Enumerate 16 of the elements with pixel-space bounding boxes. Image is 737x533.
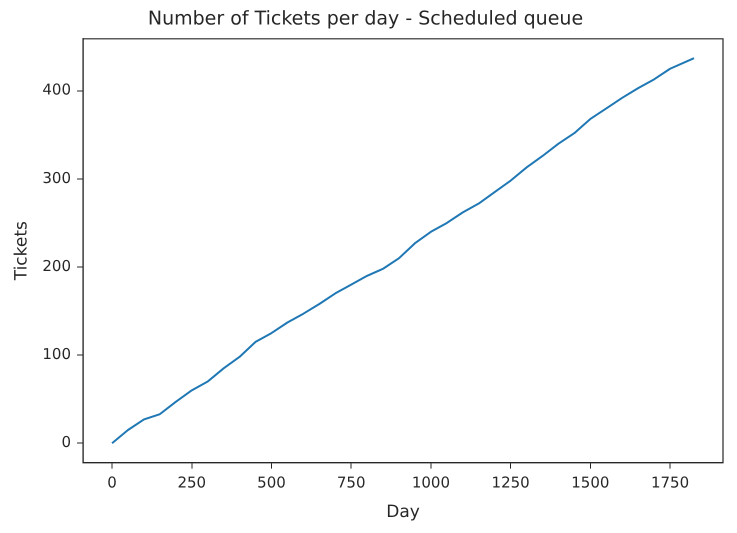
y-tick-label: 100 [42,345,72,363]
x-tick-label: 500 [257,473,286,492]
y-tick-label: 300 [42,168,72,187]
x-tick-label: 1750 [650,473,690,492]
x-tick-label: 1250 [492,473,530,492]
y-tick-label: 0 [61,433,72,452]
y-tick-label: 400 [42,80,72,99]
x-axis-title: Day [386,502,420,522]
x-tick-label: 1000 [412,473,450,492]
x-tick-label: 250 [177,473,206,492]
x-tick-label: 0 [107,473,117,492]
y-tick-label: 200 [42,256,72,275]
chart-title: Number of Tickets per day - Scheduled queue [148,7,584,30]
x-tick-label: 750 [336,473,366,492]
x-tick-label: 1500 [571,473,610,492]
y-axis-title: Tickets [12,220,32,282]
